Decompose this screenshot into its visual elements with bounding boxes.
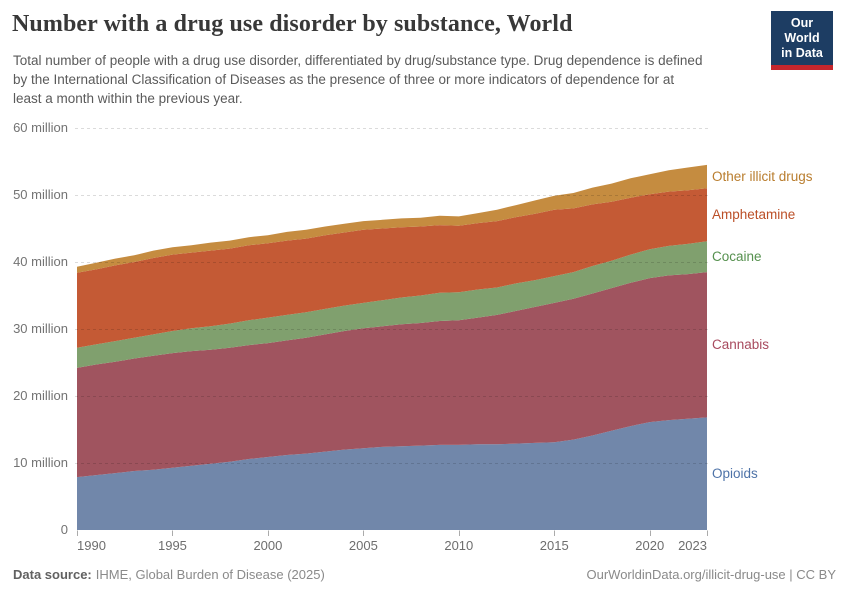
y-axis-tick-label: 0 xyxy=(60,522,68,537)
x-axis-tick-label: 1995 xyxy=(157,538,187,553)
data-source: Data source: IHME, Global Burden of Disea… xyxy=(13,567,325,582)
y-axis-tick-label: 50 million xyxy=(13,187,68,202)
chart-title: Number with a drug use disorder by subst… xyxy=(12,11,573,37)
legend-label-amphetamine[interactable]: Amphetamine xyxy=(712,206,796,222)
area-cannabis[interactable] xyxy=(77,272,707,478)
x-axis-tick-label: 2005 xyxy=(348,538,378,553)
y-axis-tick-label: 40 million xyxy=(13,254,68,269)
x-axis-tick-label: 2023 xyxy=(678,538,707,553)
y-axis-tick-label: 10 million xyxy=(13,455,68,470)
area-cocaine[interactable] xyxy=(77,241,707,368)
x-axis-tick-label: 2010 xyxy=(444,538,474,553)
y-axis-tick-label: 20 million xyxy=(13,388,68,403)
chart-subtitle: Total number of people with a drug use d… xyxy=(13,53,703,106)
x-axis-tick-label: 1990 xyxy=(77,538,106,553)
y-axis-tick-label: 60 million xyxy=(13,120,68,135)
area-opioids[interactable] xyxy=(77,417,707,530)
x-axis-tick-label: 2000 xyxy=(253,538,283,553)
owid-logo[interactable]: Our World in Data xyxy=(771,11,833,70)
legend-label-opioids[interactable]: Opioids xyxy=(712,465,758,481)
attribution-link[interactable]: OurWorldinData.org/illicit-drug-use | CC… xyxy=(586,567,837,582)
x-axis-tick-label: 2015 xyxy=(539,538,569,553)
area-amphetamine[interactable] xyxy=(77,188,707,348)
legend-label-cocaine[interactable]: Cocaine xyxy=(712,248,762,264)
y-axis-tick-label: 30 million xyxy=(13,321,68,336)
stacked-area-chart-canvas[interactable] xyxy=(0,115,850,560)
area-other-illicit-drugs[interactable] xyxy=(77,164,707,273)
owid-logo-line1: Our World xyxy=(784,16,820,45)
owid-logo-line2: in Data xyxy=(781,46,823,60)
data-source-text: IHME, Global Burden of Disease (2025) xyxy=(95,567,325,582)
x-axis-tick-label: 2020 xyxy=(635,538,665,553)
legend-label-cannabis[interactable]: Cannabis xyxy=(712,336,770,352)
legend-label-other-illicit-drugs[interactable]: Other illicit drugs xyxy=(712,168,813,184)
data-source-label: Data source: xyxy=(13,567,92,582)
